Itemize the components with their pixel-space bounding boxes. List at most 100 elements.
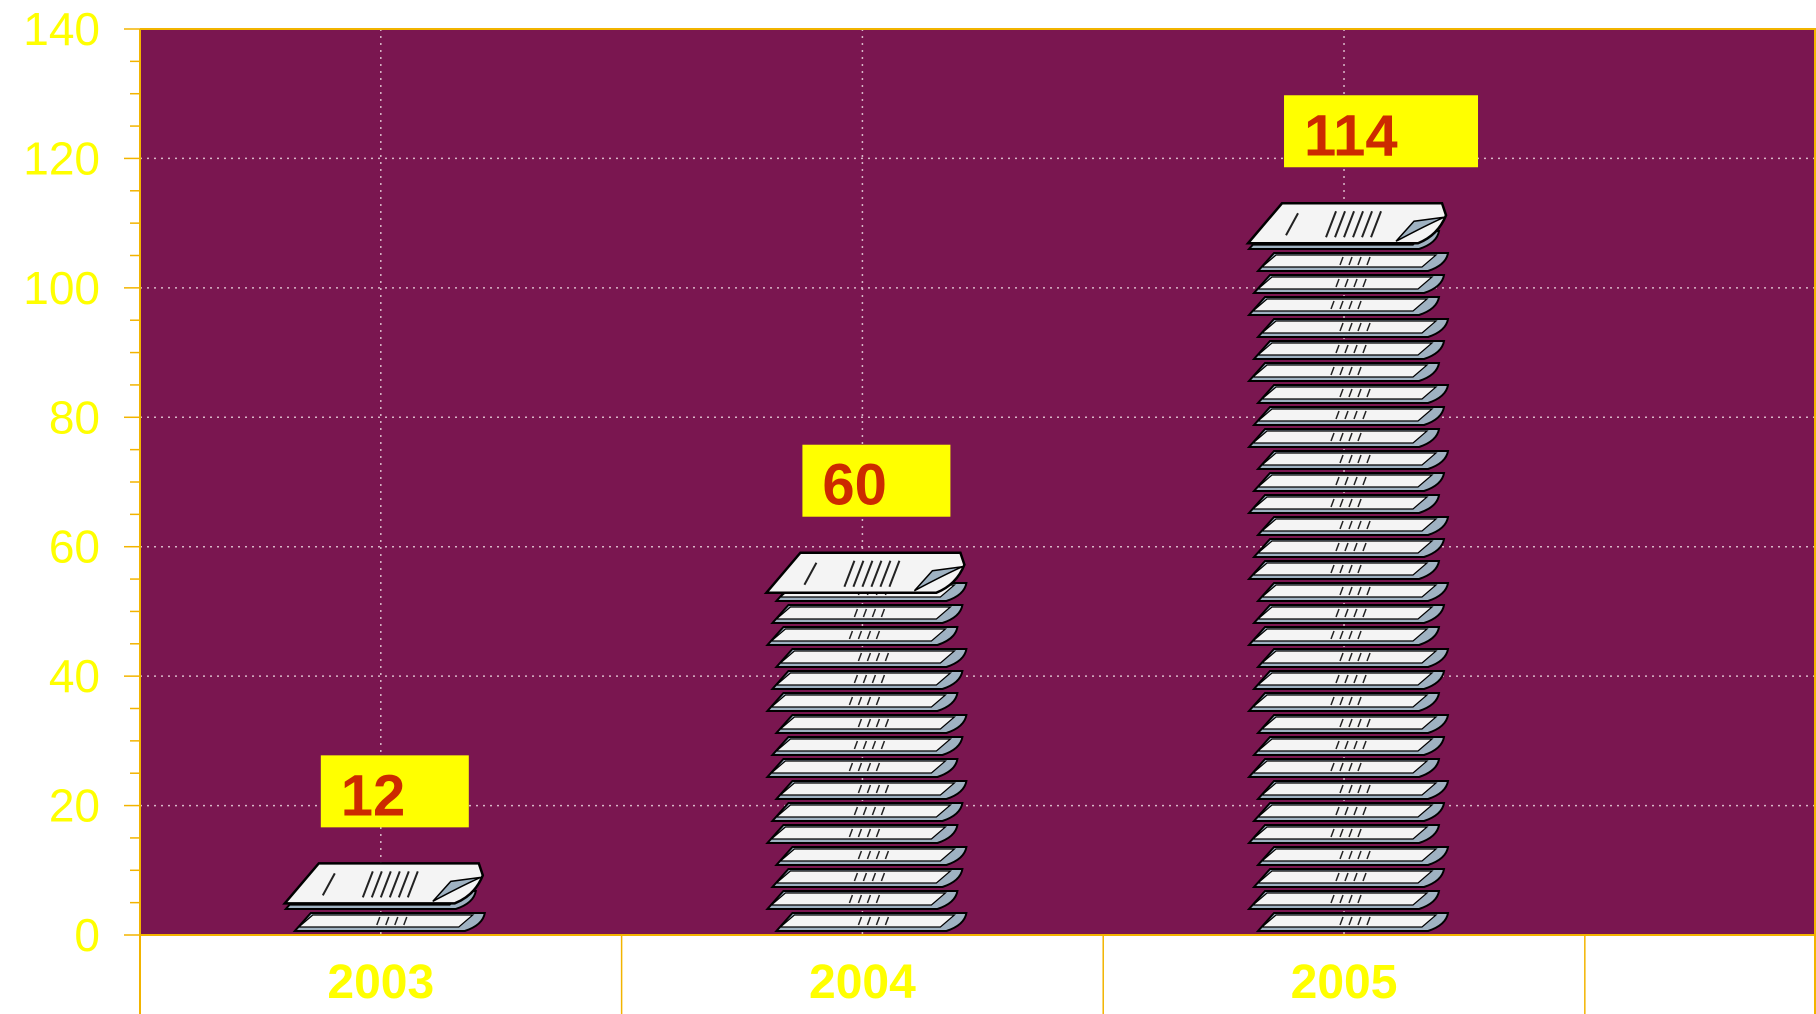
paper-text-mark (1344, 476, 1349, 486)
paper-sheet-face (778, 848, 957, 862)
paper-text-mark (1330, 498, 1335, 508)
paper-text-mark (1344, 872, 1349, 882)
paper-text-mark (1353, 872, 1358, 882)
data-label: 114 (1304, 103, 1398, 168)
paper-text-mark (1348, 696, 1353, 706)
paper-text-mark (1366, 916, 1371, 926)
paper-text-mark (866, 894, 872, 904)
paper-text-mark (857, 696, 863, 706)
paper-text-mark (1357, 388, 1362, 398)
paper-text-mark (1339, 388, 1344, 398)
paper-text-mark (857, 762, 863, 772)
paper-text-mark (1330, 762, 1335, 772)
paper-text-mark (857, 652, 863, 662)
paper-sheet-face (769, 628, 948, 642)
paper-sheet-face (769, 826, 948, 840)
paper-sheet-face (778, 782, 957, 796)
paper-sheet-face (1256, 276, 1434, 290)
paper-sheet-face (297, 914, 475, 928)
bars (282, 202, 1450, 932)
paper-text-mark (880, 674, 886, 684)
paper-sheet-face (778, 650, 957, 664)
paper-text-mark (1366, 718, 1371, 728)
paper-sheet-face (1251, 694, 1429, 708)
paper-text-mark (862, 674, 868, 684)
paper-sheet-face (1251, 892, 1429, 906)
paper-text-mark (1357, 586, 1362, 596)
paper-text-mark (862, 608, 868, 618)
paper-text-mark (385, 916, 390, 926)
paper-text-mark (848, 696, 854, 706)
paper-text-mark (884, 784, 890, 794)
paper-text-mark (866, 916, 872, 926)
paper-text-mark (1348, 916, 1353, 926)
paper-text-mark (1370, 210, 1382, 238)
paper-text-mark (862, 872, 868, 882)
paper-sheet-face (1260, 386, 1438, 400)
paper-sheet-face (1256, 606, 1434, 620)
paper-sheet-face (778, 914, 957, 928)
paper-text-mark (1344, 278, 1349, 288)
paper-text-mark (870, 560, 883, 588)
paper-text-mark (871, 872, 877, 882)
paper-text-mark (1348, 322, 1353, 332)
paper-text-mark (857, 828, 863, 838)
paper-text-mark (1362, 542, 1367, 552)
x-tick-label: 2004 (809, 956, 916, 1009)
paper-text-mark (1362, 476, 1367, 486)
paper-text-mark (1339, 652, 1344, 662)
paper-text-mark (1348, 718, 1353, 728)
paper-text-mark (1344, 542, 1349, 552)
paper-text-mark (1344, 608, 1349, 618)
paper-text-mark (875, 630, 881, 640)
paper-text-mark (1335, 278, 1340, 288)
paper-sheet-face (1256, 408, 1434, 422)
paper-text-mark (1357, 894, 1362, 904)
paper-text-mark (1353, 740, 1358, 750)
paper-sheet-face (1260, 452, 1438, 466)
paper-text-mark (1366, 520, 1371, 530)
paper-text-mark (1339, 894, 1344, 904)
paper-text-mark (1285, 212, 1299, 236)
paper-text-mark (888, 560, 901, 588)
paper-sheet-face (769, 694, 948, 708)
paper-text-mark (379, 870, 392, 898)
paper-text-mark (1339, 696, 1344, 706)
bar-2005 (1245, 202, 1450, 932)
x-tick-label: 2003 (327, 956, 434, 1009)
paper-text-mark (1348, 366, 1353, 376)
paper-text-mark (884, 916, 890, 926)
y-tick-label: 80 (49, 391, 100, 443)
paper-text-mark (875, 784, 881, 794)
paper-text-mark (1348, 652, 1353, 662)
paper-text-mark (1348, 388, 1353, 398)
paper-text-mark (1335, 542, 1340, 552)
paper-text-mark (880, 872, 886, 882)
paper-text-mark (1334, 210, 1346, 238)
paper-text-mark (866, 652, 872, 662)
x-tick-label: 2005 (1291, 956, 1398, 1009)
paper-sheet-face (1260, 848, 1438, 862)
paper-sheet-face (1260, 650, 1438, 664)
paper-text-mark (852, 560, 865, 588)
paper-text-mark (1348, 828, 1353, 838)
paper-text-mark (1357, 718, 1362, 728)
paper-text-mark (843, 560, 856, 588)
paper-text-mark (1362, 740, 1367, 750)
paper-text-mark (1330, 366, 1335, 376)
paper-text-mark (1344, 410, 1349, 420)
paper-text-mark (857, 894, 863, 904)
paper-text-mark (884, 652, 890, 662)
paper-text-mark (1357, 784, 1362, 794)
paper-text-mark (1357, 520, 1362, 530)
paper-text-mark (848, 762, 854, 772)
paper-text-mark (1339, 586, 1344, 596)
paper-text-mark (1357, 828, 1362, 838)
paper-text-mark (875, 652, 881, 662)
paper-text-mark (1366, 850, 1371, 860)
paper-text-mark (1339, 322, 1344, 332)
paper-text-mark (1339, 850, 1344, 860)
paper-text-mark (370, 870, 383, 898)
paper-text-mark (1353, 410, 1358, 420)
paper-text-mark (1348, 520, 1353, 530)
